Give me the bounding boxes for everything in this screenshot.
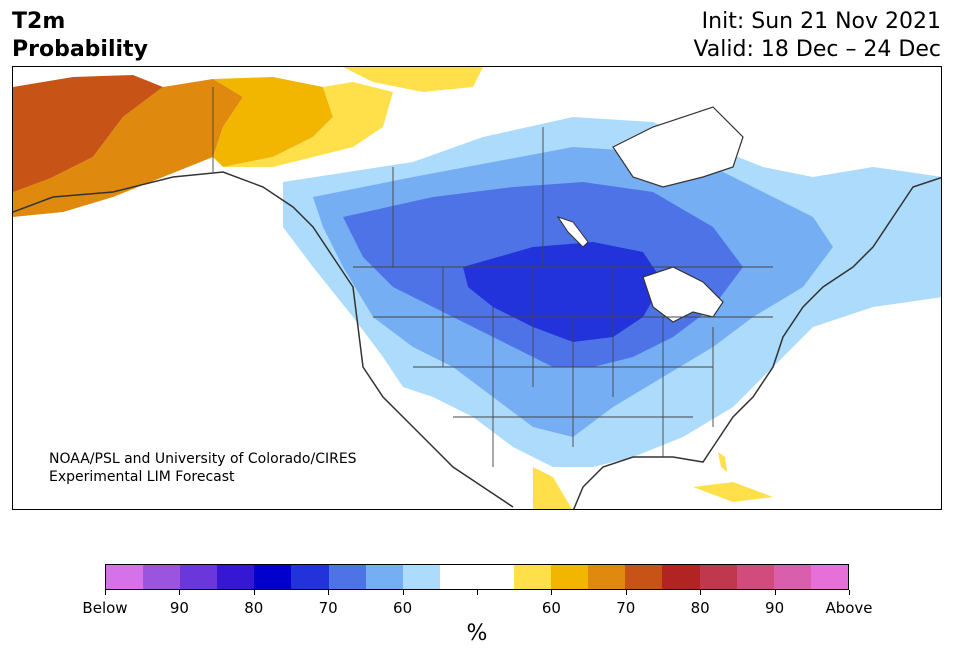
colorbar-swatch bbox=[588, 565, 626, 589]
colorbar-tick-label: 60 bbox=[393, 599, 413, 617]
probability-colorbar bbox=[105, 564, 849, 590]
colorbar-tick bbox=[328, 590, 330, 595]
alaska-orange-region bbox=[13, 79, 243, 217]
colorbar-tick bbox=[625, 590, 627, 595]
colorbar-swatch bbox=[217, 565, 255, 589]
colorbar-swatch bbox=[514, 565, 552, 589]
colorbar-swatch bbox=[476, 565, 515, 589]
colorbar-tick-label: 90 bbox=[765, 599, 785, 617]
lake-winnipeg bbox=[556, 216, 589, 248]
colorbar-swatch bbox=[625, 565, 663, 589]
colorbar-swatch bbox=[143, 565, 181, 589]
east-coastline bbox=[573, 176, 941, 509]
colorbar-swatch bbox=[699, 565, 737, 589]
cuba-yellow-region bbox=[693, 482, 773, 502]
colorbar-swatch bbox=[365, 565, 403, 589]
map-panel bbox=[12, 66, 942, 510]
colorbar-swatch bbox=[551, 565, 589, 589]
colorbar-swatch bbox=[662, 565, 700, 589]
colorbar-tick bbox=[700, 590, 702, 595]
political-borders bbox=[212, 87, 773, 467]
product-label: Probability bbox=[12, 37, 148, 62]
mexico-yellow-region bbox=[533, 467, 572, 509]
north-america-map bbox=[13, 67, 941, 509]
florida-yellow-region bbox=[718, 452, 727, 472]
colorbar-tick-label: 70 bbox=[318, 599, 338, 617]
colorbar-units: % bbox=[466, 621, 488, 646]
colorbar-swatch bbox=[439, 565, 477, 589]
init-date: Init: Sun 21 Nov 2021 bbox=[701, 9, 941, 34]
credit-line-1: NOAA/PSL and University of Colorado/CIRE… bbox=[49, 451, 357, 467]
colorbar-tick-label: 60 bbox=[541, 599, 561, 617]
colorbar-swatch bbox=[291, 565, 329, 589]
hudson-bay bbox=[612, 106, 744, 188]
yukon-yellow-region bbox=[223, 82, 393, 167]
colorbar-tick bbox=[179, 590, 181, 595]
colorbar-swatch bbox=[328, 565, 366, 589]
colorbar-tick-label: 70 bbox=[616, 599, 636, 617]
colorbar-tick-label: 80 bbox=[690, 599, 710, 617]
date-info: Init: Sun 21 Nov 2021 Valid: 18 Dec – 24… bbox=[693, 8, 941, 64]
colorbar-swatch bbox=[106, 565, 144, 589]
colorbar-tick bbox=[774, 590, 776, 595]
map-title: T2m Probability bbox=[12, 8, 148, 64]
variable-label: T2m bbox=[12, 9, 66, 34]
forecast-credit: NOAA/PSL and University of Colorado/CIRE… bbox=[49, 450, 357, 486]
colorbar-swatch bbox=[402, 565, 440, 589]
colorbar-tick-label: Below bbox=[82, 599, 128, 617]
valid-date: Valid: 18 Dec – 24 Dec bbox=[693, 37, 941, 62]
alaska-red-region bbox=[13, 75, 163, 192]
colorbar-swatch bbox=[773, 565, 811, 589]
colorbar-tick bbox=[402, 590, 404, 595]
colorbar-tick bbox=[551, 590, 553, 595]
colorbar-tick-label: 90 bbox=[169, 599, 189, 617]
colorbar-tick-label: Above bbox=[825, 599, 873, 617]
colorbar-tick-label: 80 bbox=[244, 599, 264, 617]
colorbar-swatch bbox=[180, 565, 218, 589]
west-coastline bbox=[13, 171, 514, 508]
colorbar-tick bbox=[253, 590, 255, 595]
colorbar-tick bbox=[105, 590, 106, 595]
colorbar-swatch bbox=[736, 565, 774, 589]
colorbar-tick bbox=[477, 590, 478, 595]
arctic-yellow-region bbox=[343, 67, 483, 92]
yukon-orange-region bbox=[213, 77, 333, 167]
colorbar-tick bbox=[849, 590, 850, 595]
colorbar-swatch bbox=[810, 565, 848, 589]
credit-line-2: Experimental LIM Forecast bbox=[49, 469, 235, 485]
colorbar-swatch bbox=[254, 565, 292, 589]
